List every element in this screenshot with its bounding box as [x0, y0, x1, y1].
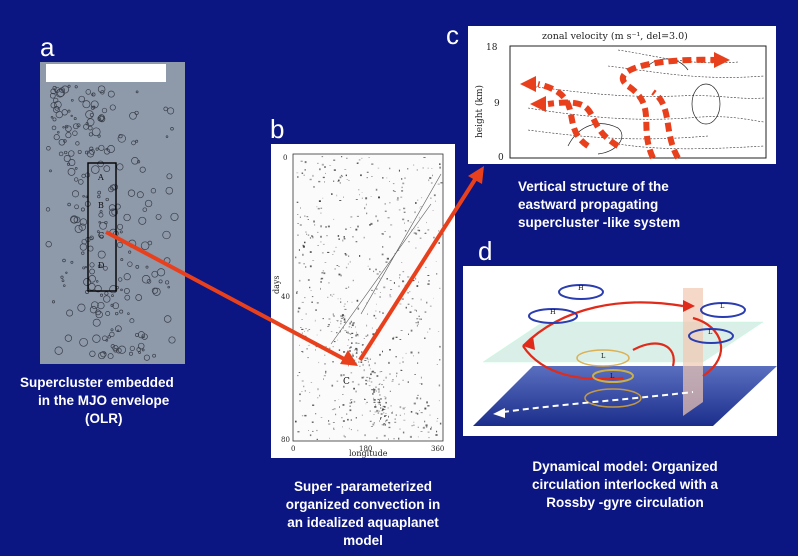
- arrow-a-to-b: [105, 230, 347, 362]
- box-label-d: D: [98, 261, 104, 270]
- caption-d: Dynamical model: Organized circulation i…: [470, 458, 780, 512]
- svg-text:H: H: [578, 284, 584, 292]
- caption-c-line-1: Vertical structure of the: [518, 179, 669, 194]
- caption-b: Super -parameterized organized convectio…: [248, 478, 478, 550]
- caption-a-line-1: Supercluster embedded: [20, 375, 174, 390]
- caption-a: Supercluster embedded in the MJO envelop…: [20, 374, 174, 428]
- panel-b-hovmoller: days 0 40 80 0 180 360 longitude C: [271, 144, 455, 458]
- c-title: zonal velocity (m s⁻¹, del=3.0): [542, 31, 688, 42]
- b-xtick-2: 360: [431, 445, 444, 453]
- panel-c-zonal-velocity: zonal velocity (m s⁻¹, del=3.0): [468, 26, 776, 164]
- d-gyre-labels: H H L L L L: [550, 284, 725, 380]
- d-yellow-gyres: [576, 349, 642, 408]
- caption-b-line-3: an idealized aquaplanet: [287, 515, 439, 530]
- panel-letter-b: b: [270, 114, 285, 144]
- panel-letter-a: a: [40, 32, 55, 62]
- arrow-a-to-b-head: [340, 350, 358, 366]
- svg-text:H: H: [550, 308, 556, 316]
- c-ylabel: height (km): [474, 85, 485, 138]
- caption-b-line-1: Super -parameterized: [293, 479, 433, 494]
- supercluster-box: [87, 162, 117, 292]
- panel-d-dynamical-model: H H L L L L: [463, 266, 777, 436]
- b-mark-label: C: [343, 377, 350, 387]
- box-label-c: C: [98, 231, 104, 240]
- olr-map-svg: A B C D: [40, 62, 185, 364]
- caption-c-line-2: eastward propagating: [518, 197, 659, 212]
- svg-text:L: L: [610, 372, 615, 380]
- panel-letter-d: d: [478, 236, 493, 266]
- panel-a-olr-map: A B C D: [40, 62, 185, 364]
- caption-d-line-3: Rossby -gyre circulation: [546, 495, 704, 510]
- box-label-b: B: [98, 201, 104, 210]
- svg-text:L: L: [708, 328, 713, 336]
- b-ytick-0: 0: [283, 154, 287, 162]
- b-xtick-1: 180: [359, 445, 372, 453]
- arrow-b-to-c-head: [468, 166, 484, 184]
- c-ytick-0: 0: [498, 153, 504, 163]
- caption-d-line-2: circulation interlocked with a: [531, 477, 719, 492]
- caption-a-line-3: (OLR): [85, 411, 123, 426]
- b-ytick-1: 40: [281, 293, 290, 301]
- caption-b-line-4: model: [343, 533, 383, 548]
- caption-c-line-3: supercluster -like system: [518, 215, 681, 230]
- b-xlabel: longitude: [349, 449, 388, 458]
- arrow-b-to-c: [358, 176, 478, 362]
- b-ytick-2: 80: [281, 436, 290, 444]
- c-ytick-18: 18: [486, 43, 498, 53]
- d-white-flow: [502, 391, 694, 413]
- b-ylabel: days: [272, 275, 281, 294]
- panel-letter-c: c: [446, 20, 459, 50]
- svg-text:L: L: [720, 302, 725, 310]
- zonal-velocity-svg: zonal velocity (m s⁻¹, del=3.0): [468, 26, 776, 164]
- hovmoller-svg: days 0 40 80 0 180 360 longitude C: [271, 144, 455, 458]
- d-blue-gyres: [528, 284, 746, 383]
- dynamical-model-svg: H H L L L L: [463, 266, 777, 436]
- svg-text:L: L: [601, 352, 606, 360]
- caption-c: Vertical structure of the eastward propa…: [518, 178, 680, 232]
- box-label-a: A: [97, 173, 104, 182]
- caption-a-line-2: in the MJO envelope: [38, 393, 170, 408]
- d-red-arrowheads: [523, 300, 695, 350]
- c-circulation-arrows: [537, 56, 717, 160]
- caption-d-line-1: Dynamical model: Organized: [532, 459, 718, 474]
- white-label-bar: [46, 64, 166, 82]
- b-xtick-0: 0: [291, 445, 295, 453]
- caption-b-line-2: organized convection in: [285, 497, 441, 512]
- c-arrow-heads: [520, 52, 730, 112]
- c-ytick-9: 9: [494, 99, 500, 109]
